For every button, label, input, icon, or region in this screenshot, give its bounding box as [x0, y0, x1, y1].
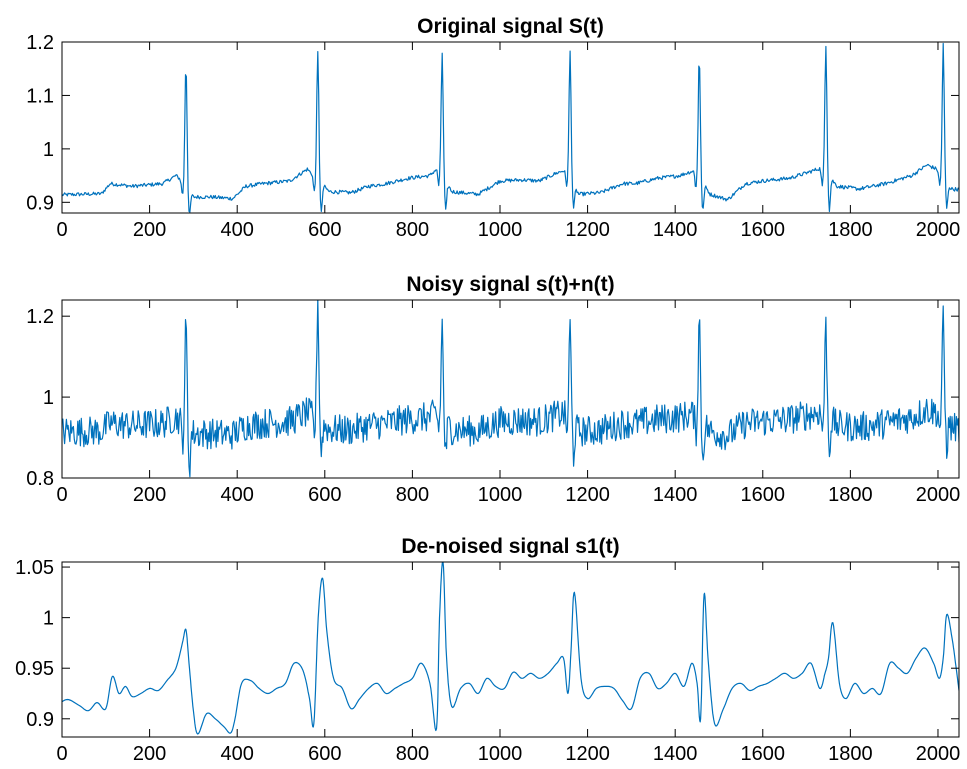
y-tick-label: 0.8 — [26, 468, 54, 490]
x-tick-label: 800 — [396, 743, 429, 765]
x-tick-label: 1600 — [741, 484, 786, 506]
x-tick-label: 1800 — [828, 219, 873, 241]
signal-line — [62, 300, 959, 478]
x-tick-label: 1000 — [478, 743, 523, 765]
x-tick-label: 0 — [56, 743, 67, 765]
y-tick-label: 0.9 — [26, 192, 54, 214]
y-tick-label: 1 — [43, 387, 54, 409]
x-tick-label: 1000 — [478, 484, 523, 506]
x-tick-label: 0 — [56, 219, 67, 241]
axes-frame — [61, 41, 960, 214]
y-tick-label: 0.95 — [15, 658, 54, 680]
y-tick-label: 1.05 — [15, 557, 54, 579]
subplot-2: Noisy signal s(t)+n(t) 0 200 400 600 800 1000 1… — [26, 273, 960, 506]
subplot-title: Noisy signal s(t)+n(t) — [406, 273, 614, 296]
x-tick-label: 200 — [133, 484, 166, 506]
x-tick-label: 2000 — [916, 484, 961, 506]
y-tick-label: 1.2 — [26, 32, 54, 54]
x-tick-label: 2000 — [916, 219, 961, 241]
x-tick-label: 1800 — [828, 743, 873, 765]
x-tick-label: 1200 — [565, 743, 610, 765]
x-tick-label: 1000 — [478, 219, 523, 241]
y-tick-label: 1.2 — [26, 306, 54, 328]
x-tick-label: 1400 — [653, 743, 698, 765]
x-tick-label: 200 — [133, 219, 166, 241]
x-tick-label: 1600 — [741, 743, 786, 765]
axes-frame — [61, 561, 960, 738]
x-tick-label: 200 — [133, 743, 166, 765]
x-tick-label: 800 — [396, 219, 429, 241]
x-tick-label: 1600 — [741, 219, 786, 241]
y-tick-label: 0.9 — [26, 709, 54, 731]
x-tick-label: 400 — [221, 219, 254, 241]
x-tick-label: 0 — [56, 484, 67, 506]
subplot-title: De-noised signal s1(t) — [401, 535, 619, 558]
x-tick-label: 2000 — [916, 743, 961, 765]
subplot-1: Original signal S(t)0 200 400 600 800 1000 120… — [26, 15, 960, 241]
x-tick-label: 600 — [308, 484, 341, 506]
x-tick-label: 1200 — [565, 484, 610, 506]
subplot-title: Original signal S(t) — [417, 15, 604, 38]
axes-frame — [61, 299, 960, 479]
signal-line — [62, 42, 959, 213]
x-tick-label: 1400 — [653, 484, 698, 506]
x-tick-label: 600 — [308, 743, 341, 765]
x-tick-label: 400 — [221, 743, 254, 765]
x-tick-label: 1400 — [653, 219, 698, 241]
x-tick-label: 600 — [308, 219, 341, 241]
subplot-3: De-noised signal s1(t) 0 200 400 600 800 1000 1… — [15, 535, 960, 765]
x-tick-label: 800 — [396, 484, 429, 506]
x-tick-label: 1800 — [828, 484, 873, 506]
y-tick-label: 1 — [43, 139, 54, 161]
y-tick-label: 1 — [43, 608, 54, 630]
x-tick-label: 400 — [221, 484, 254, 506]
signal-line — [62, 562, 959, 735]
y-tick-label: 1.1 — [26, 85, 54, 107]
x-tick-label: 1200 — [565, 219, 610, 241]
